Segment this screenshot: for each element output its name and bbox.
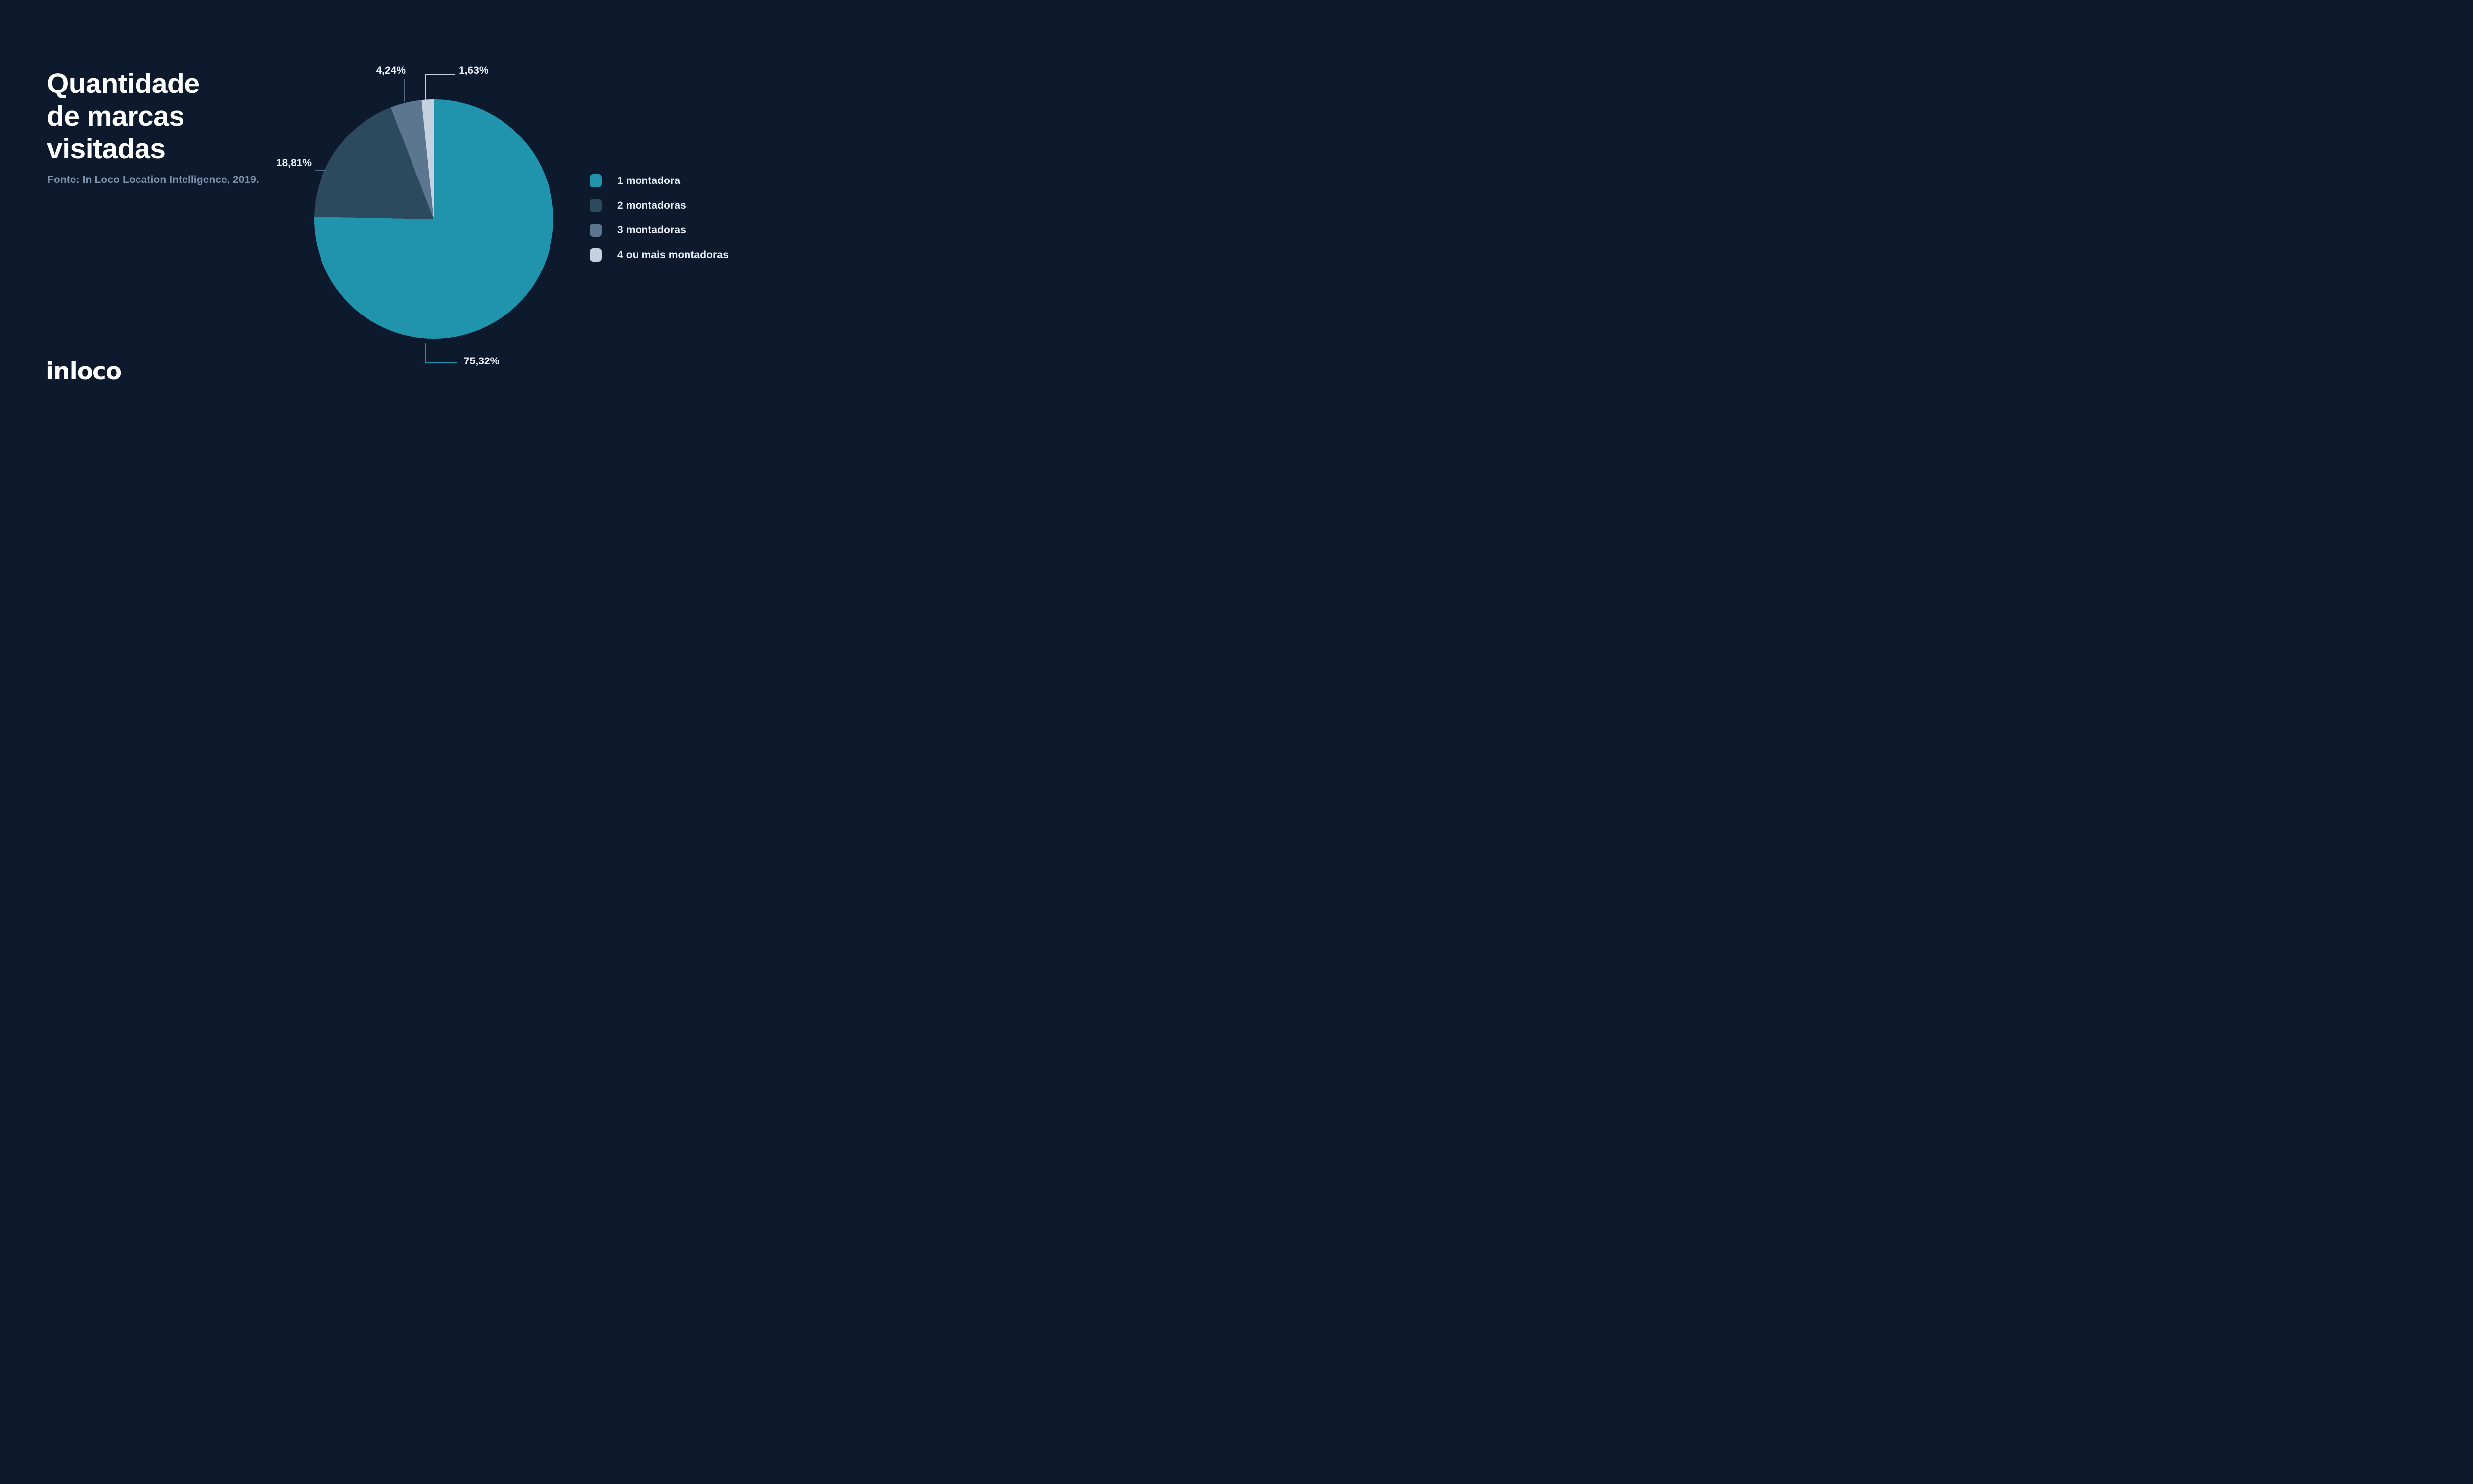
pie-chart <box>314 99 553 339</box>
leader-line-1-montadora-vertical <box>425 343 426 363</box>
leader-line-1-montadora-horizontal <box>425 362 457 363</box>
legend-label-2-montadoras: 2 montadoras <box>617 200 686 211</box>
legend-item-3-montadoras: 3 montadoras <box>590 224 729 237</box>
legend-swatch-2-montadoras <box>590 199 602 212</box>
page-title: Quantidade de marcas visitadas <box>47 67 200 165</box>
legend-item-1-montadora: 1 montadora <box>590 174 729 187</box>
infographic-canvas: Quantidade de marcas visitadas Fonte: In… <box>0 0 776 436</box>
slice-value-label-2-montadoras: 18,81% <box>276 157 312 169</box>
page-title-line-3: visitadas <box>47 133 166 165</box>
legend-item-4-ou-mais: 4 ou mais montadoras <box>590 248 729 262</box>
legend-label-3-montadoras: 3 montadoras <box>617 225 686 236</box>
legend: 1 montadora 2 montadoras 3 montadoras 4 … <box>590 174 729 262</box>
page-title-line-1: Quantidade <box>47 68 200 99</box>
leader-line-4-ou-mais-vertical <box>425 74 426 100</box>
legend-item-2-montadoras: 2 montadoras <box>590 199 729 212</box>
slice-value-label-3-montadoras: 4,24% <box>376 65 406 76</box>
page-title-line-2: de marcas <box>47 100 184 132</box>
slice-value-label-1-montadora: 75,32% <box>464 356 500 367</box>
slice-value-label-4-ou-mais: 1,63% <box>459 65 489 76</box>
leader-line-3-montadoras-vertical <box>404 79 405 102</box>
legend-swatch-1-montadora <box>590 174 602 187</box>
source-caption: Fonte: In Loco Location Intelligence, 20… <box>47 174 259 185</box>
legend-swatch-4-ou-mais <box>590 248 602 262</box>
inloco-logo: inloco <box>46 358 122 385</box>
legend-swatch-3-montadoras <box>590 224 602 237</box>
leader-line-4-ou-mais-horizontal <box>425 74 455 75</box>
legend-label-1-montadora: 1 montadora <box>617 175 681 186</box>
leader-line-2-montadoras-horizontal <box>315 170 326 171</box>
legend-label-4-ou-mais: 4 ou mais montadoras <box>617 249 729 261</box>
